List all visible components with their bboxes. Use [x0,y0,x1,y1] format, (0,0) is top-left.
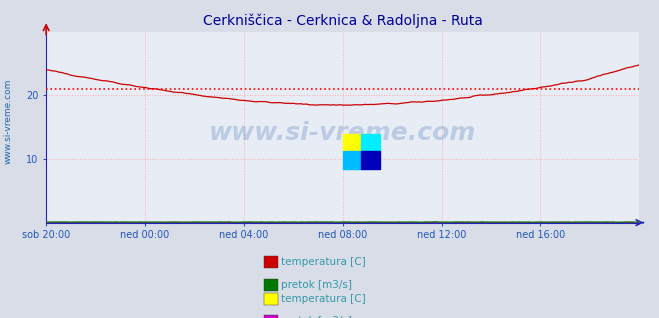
Text: www.si-vreme.com: www.si-vreme.com [209,121,476,145]
Text: temperatura [C]: temperatura [C] [281,257,366,267]
Bar [343,134,361,151]
Bar [361,151,380,169]
Bar [361,134,380,151]
Text: pretok [m3/s]: pretok [m3/s] [281,280,353,290]
Title: Cerkniščica - Cerknica & Radoljna - Ruta: Cerkniščica - Cerknica & Radoljna - Ruta [203,13,482,28]
Text: temperatura [C]: temperatura [C] [281,294,366,304]
Text: pretok [m3/s]: pretok [m3/s] [281,316,353,318]
Bar [343,151,361,169]
Text: www.si-vreme.com: www.si-vreme.com [3,78,13,163]
